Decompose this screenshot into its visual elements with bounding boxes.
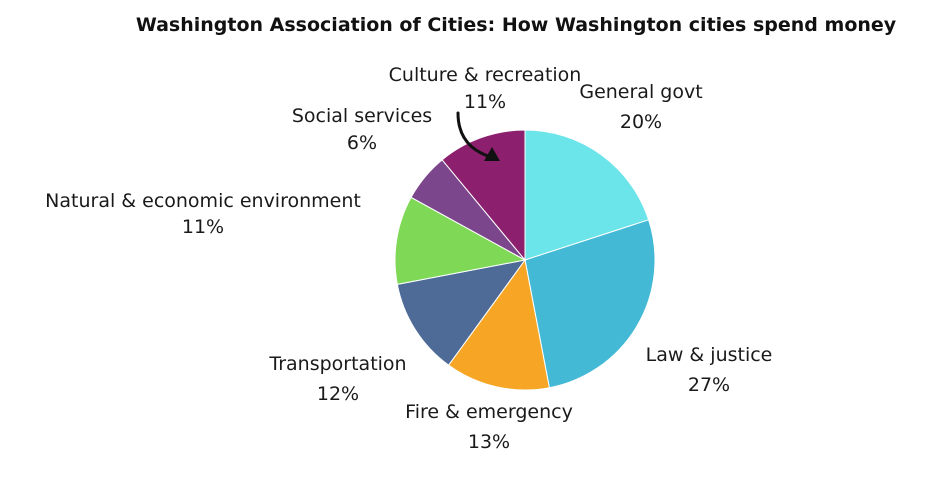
callout-arrow <box>456 111 500 161</box>
slice-label-transportation: Transportation <box>268 353 406 375</box>
slice-value-fire-emergency: 13% <box>468 431 510 453</box>
pie-slice-transportation <box>396 259 527 366</box>
pie-slice-general-govt <box>524 129 650 261</box>
slice-value-general-govt: 20% <box>620 111 662 133</box>
slice-label-culture-recreation: Culture & recreation <box>389 64 582 86</box>
slice-label-general-govt: General govt <box>579 81 702 103</box>
chart-title: Washington Association of Cities: How Wa… <box>136 14 897 36</box>
slice-label-natural-economic-environment: Natural & economic environment <box>45 190 361 212</box>
slice-value-law-justice: 27% <box>688 374 730 396</box>
slice-label-social-services: Social services <box>292 105 432 127</box>
pie-slice-natural-economic-environment <box>394 196 527 285</box>
pie-slice-law-justice <box>524 219 656 389</box>
slice-label-law-justice: Law & justice <box>646 344 773 366</box>
slice-label-fire-emergency: Fire & emergency <box>405 401 573 423</box>
slice-value-transportation: 12% <box>317 383 359 405</box>
slice-value-culture-recreation: 11% <box>464 91 506 113</box>
pie-slice-culture-recreation <box>441 129 526 262</box>
slice-value-social-services: 6% <box>347 132 377 154</box>
pie-slice-fire-emergency <box>447 258 550 391</box>
pie-slices <box>394 129 656 391</box>
slice-value-natural-economic-environment: 11% <box>182 216 224 238</box>
